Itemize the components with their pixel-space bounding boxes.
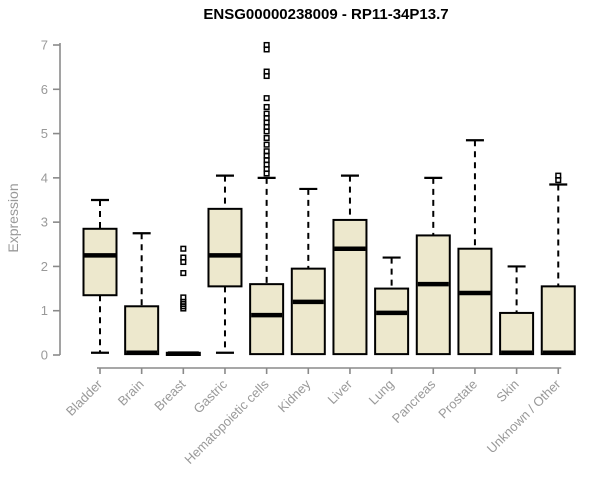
x-tick-label: Gastric bbox=[190, 376, 230, 416]
box-Kidney bbox=[290, 267, 326, 356]
x-tick-label: Unknown / Other bbox=[484, 376, 564, 456]
box-Prostate bbox=[457, 247, 493, 356]
y-tick-label: 0 bbox=[41, 348, 48, 363]
box-Lung bbox=[374, 287, 410, 356]
outlier-point bbox=[263, 68, 270, 75]
y-tick-label: 5 bbox=[41, 126, 48, 141]
box-Unknown / Other bbox=[540, 285, 576, 356]
x-tick-label: Bladder bbox=[63, 376, 106, 419]
outlier-point bbox=[180, 294, 187, 301]
y-tick-label: 4 bbox=[41, 170, 48, 185]
y-tick-label: 6 bbox=[41, 82, 48, 97]
x-tick-label: Lung bbox=[366, 377, 397, 408]
x-tick-label: Pancreas bbox=[389, 376, 439, 426]
outlier-point bbox=[263, 41, 270, 49]
x-tick-label: Brain bbox=[115, 377, 147, 409]
x-tick-label: Liver bbox=[325, 376, 356, 407]
y-axis-title: Expression bbox=[5, 183, 21, 253]
x-tick-label: Prostate bbox=[435, 377, 480, 422]
outlier-point bbox=[263, 141, 270, 148]
outlier-point bbox=[555, 172, 562, 179]
y-tick-label: 2 bbox=[41, 259, 48, 274]
box-Bladder bbox=[82, 227, 118, 297]
x-tick-label: Kidney bbox=[275, 376, 314, 415]
chart-title: ENSG00000238009 - RP11-34P13.7 bbox=[203, 6, 449, 23]
x-tick-label: Breast bbox=[151, 376, 188, 413]
box-Hematopoietic cells bbox=[249, 283, 285, 356]
outlier-point bbox=[180, 270, 187, 277]
y-tick-label: 1 bbox=[41, 303, 48, 318]
outlier-point bbox=[263, 148, 270, 155]
y-tick-label: 3 bbox=[41, 215, 48, 230]
outlier-point bbox=[263, 95, 270, 102]
outlier-point bbox=[180, 254, 187, 261]
outlier-point bbox=[180, 245, 187, 252]
outlier-point bbox=[263, 103, 270, 111]
outlier-point bbox=[263, 134, 270, 142]
outlier-point bbox=[263, 110, 270, 117]
box-Liver bbox=[332, 218, 368, 356]
box-Pancreas bbox=[415, 234, 451, 356]
box-Brain bbox=[124, 305, 160, 356]
x-tick-label: Skin bbox=[493, 377, 521, 405]
box-Skin bbox=[499, 311, 535, 356]
box-Gastric bbox=[207, 207, 243, 288]
y-tick-label: 7 bbox=[41, 38, 48, 53]
